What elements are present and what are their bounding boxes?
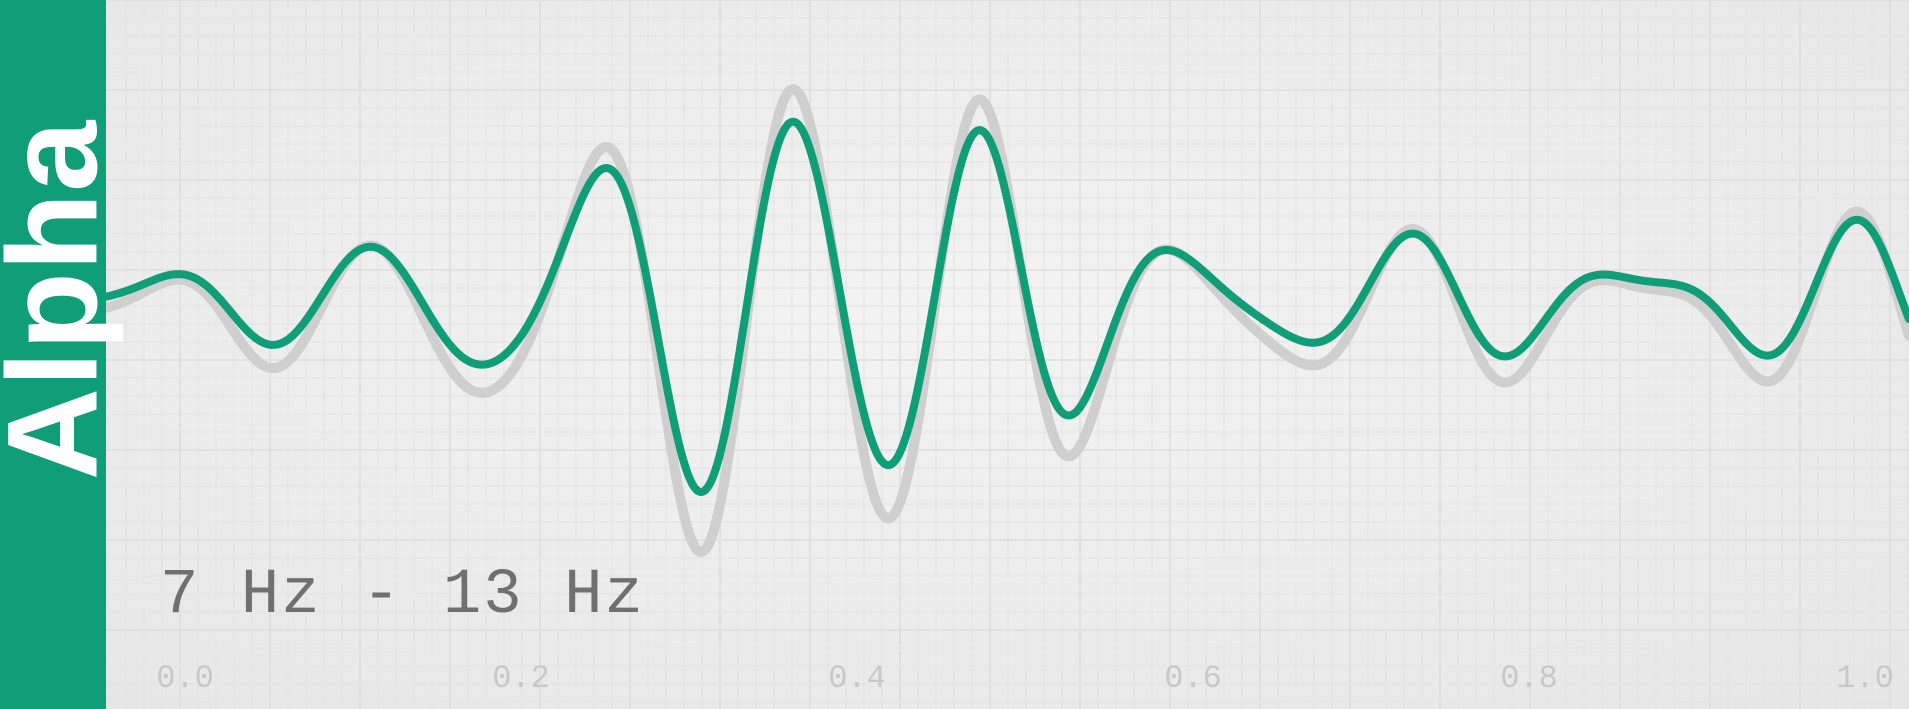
sidebar-band: Alpha bbox=[0, 0, 106, 709]
x-tick-label: 0.4 bbox=[828, 660, 886, 697]
x-tick-label: 1.0 bbox=[1836, 660, 1894, 697]
x-tick-label: 0.2 bbox=[492, 660, 550, 697]
eeg-alpha-panel: 0.0 0.2 0.4 0.6 0.8 1.0 Alpha 7 Hz - 13 Hz bbox=[0, 0, 1909, 709]
wave-shadow-trace bbox=[106, 89, 1909, 552]
x-tick-label: 0.8 bbox=[1500, 660, 1558, 697]
wave-band-title: Alpha bbox=[0, 120, 127, 481]
x-tick-label: 0.6 bbox=[1164, 660, 1222, 697]
frequency-range-label: 7 Hz - 13 Hz bbox=[160, 560, 645, 632]
x-tick-label: 0.0 bbox=[156, 660, 214, 697]
